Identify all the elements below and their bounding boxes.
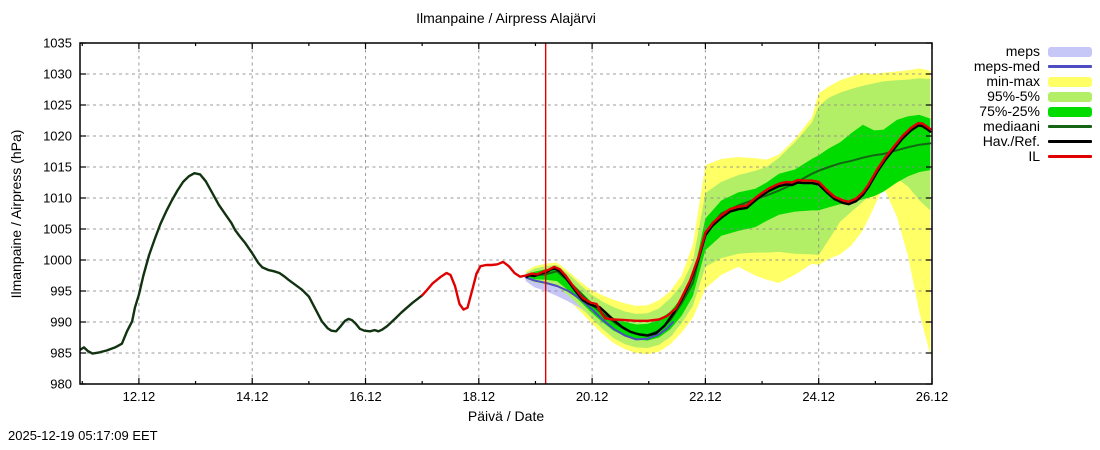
legend-item-meps: meps: [1006, 44, 1092, 59]
svg-text:985: 985: [50, 346, 72, 361]
legend-item-meps-med: meps-med: [974, 59, 1092, 74]
legend-swatch-band: [1048, 46, 1092, 57]
svg-text:1035: 1035: [43, 36, 72, 51]
legend-swatch-band: [1048, 76, 1092, 87]
legend-swatch-line: [1048, 125, 1092, 128]
legend-swatch-band: [1048, 91, 1092, 102]
legend-swatch-line: [1048, 140, 1092, 143]
svg-text:16.12: 16.12: [349, 389, 382, 404]
svg-text:1005: 1005: [43, 222, 72, 237]
legend-swatch-line: [1048, 65, 1092, 68]
svg-text:1030: 1030: [43, 67, 72, 82]
svg-text:995: 995: [50, 284, 72, 299]
svg-text:1000: 1000: [43, 253, 72, 268]
plot-border: [79, 42, 933, 385]
legend-label: meps-med: [973, 58, 1040, 74]
svg-text:1020: 1020: [43, 129, 72, 144]
series-meps_med: [524, 276, 675, 341]
svg-text:20.12: 20.12: [576, 389, 609, 404]
legend-label: meps: [1005, 43, 1040, 59]
legend-item-il: IL: [1028, 149, 1092, 164]
svg-text:12.12: 12.12: [123, 389, 156, 404]
legend-item-95-5-: 95%-5%: [987, 89, 1092, 104]
legend-swatch-line: [1048, 155, 1092, 158]
legend-swatch-band: [1048, 106, 1092, 117]
svg-text:24.12: 24.12: [802, 389, 835, 404]
svg-text:22.12: 22.12: [689, 389, 722, 404]
legend: meps meps-med min-max 95%-5% 75%-25% mediaani…: [974, 44, 1092, 164]
legend-label: 75%-25%: [979, 103, 1040, 119]
timestamp: 2025-12-19 05:17:09 EET: [8, 428, 158, 443]
legend-label: min-max: [986, 73, 1040, 89]
legend-item-mediaani: mediaani: [983, 119, 1092, 134]
svg-text:18.12: 18.12: [463, 389, 496, 404]
axis-ticks: [80, 42, 933, 385]
legend-label: 95%-5%: [987, 88, 1040, 104]
series-observation: [80, 171, 424, 355]
svg-text:990: 990: [50, 315, 72, 330]
svg-text:1010: 1010: [43, 191, 72, 206]
legend-item-75-25-: 75%-25%: [979, 104, 1092, 119]
x-axis-label: Päivä / Date: [467, 408, 545, 424]
series-il: [421, 121, 932, 322]
grid-lines: [80, 43, 933, 384]
legend-label: IL: [1028, 148, 1040, 164]
legend-label: Hav./Ref.: [982, 133, 1040, 149]
data-lines: [80, 43, 932, 384]
tick-labels: 12.12 14.12 16.12 18.12 20.12 22.12 24.12 26.12…: [43, 36, 948, 405]
svg-text:26.12: 26.12: [916, 389, 949, 404]
legend-item-hav-ref-: Hav./Ref.: [983, 134, 1092, 149]
svg-text:980: 980: [50, 377, 72, 392]
chart-title: Ilmanpaine / Airpress Alajärvi: [416, 10, 596, 26]
legend-label: mediaani: [983, 118, 1040, 134]
svg-text:14.12: 14.12: [236, 389, 269, 404]
svg-text:1015: 1015: [43, 160, 72, 175]
legend-item-min-max: min-max: [986, 74, 1092, 89]
svg-text:1025: 1025: [43, 98, 72, 113]
